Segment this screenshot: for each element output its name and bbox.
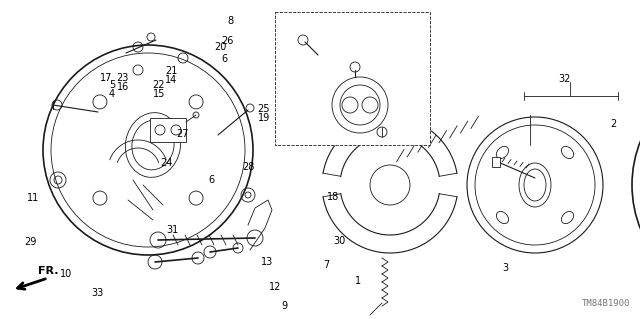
Text: FR.: FR.	[38, 266, 58, 276]
Text: 13: 13	[261, 256, 274, 267]
Text: 25: 25	[257, 104, 270, 114]
Bar	[275, 12, 430, 145]
Bar	[150, 118, 186, 142]
Text: 20: 20	[214, 42, 227, 52]
Text: 4: 4	[109, 89, 115, 99]
Text: 6: 6	[208, 175, 214, 185]
Text: 26: 26	[221, 36, 234, 47]
Text: 2: 2	[610, 119, 616, 130]
Text: 14: 14	[165, 75, 178, 85]
Text: 7: 7	[323, 260, 330, 270]
Text: 17: 17	[100, 73, 113, 83]
Text: 9: 9	[282, 301, 288, 311]
Text: 19: 19	[257, 113, 270, 123]
Text: 18: 18	[326, 192, 339, 202]
Text: 33: 33	[91, 288, 104, 298]
Text: 22: 22	[152, 79, 165, 90]
Text: 11: 11	[27, 193, 40, 203]
Text: 31: 31	[166, 225, 179, 235]
Text: 24: 24	[160, 158, 173, 168]
Text: 16: 16	[116, 82, 129, 92]
Text: 23: 23	[116, 73, 129, 83]
Text: 15: 15	[152, 89, 165, 99]
Text: 6: 6	[221, 54, 227, 64]
Text: 29: 29	[24, 237, 37, 248]
Text: 8: 8	[227, 16, 234, 26]
Text: 27: 27	[176, 129, 189, 139]
Polygon shape	[248, 200, 272, 250]
Text: 12: 12	[269, 282, 282, 292]
Text: 30: 30	[333, 236, 346, 246]
Text: 5: 5	[109, 80, 115, 91]
Text: 28: 28	[242, 162, 255, 173]
Text: TM84B1900: TM84B1900	[582, 299, 630, 308]
Text: 1: 1	[355, 276, 362, 286]
Bar	[492, 157, 500, 167]
Text: 21: 21	[165, 66, 178, 76]
Text: 32: 32	[558, 74, 571, 84]
Text: 3: 3	[502, 263, 509, 273]
Text: 10: 10	[60, 269, 72, 279]
